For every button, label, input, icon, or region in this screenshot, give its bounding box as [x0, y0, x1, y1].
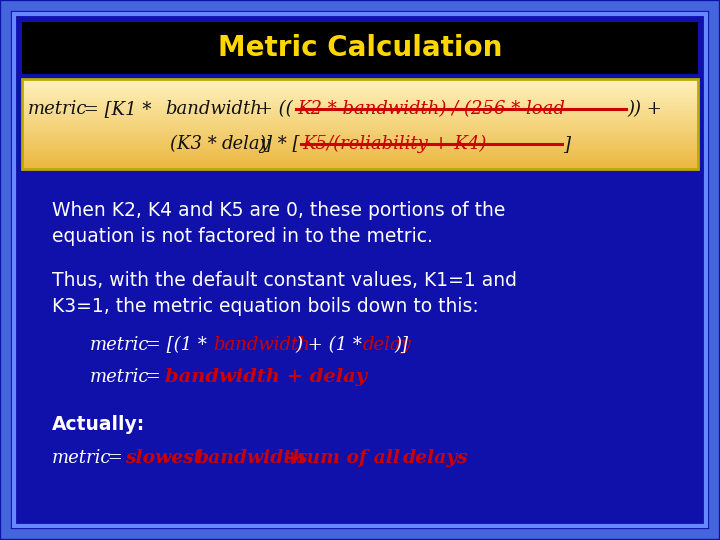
Text: delay: delay — [222, 135, 271, 153]
Bar — [22, 119, 698, 122]
Bar — [22, 122, 698, 124]
Bar — [22, 94, 698, 97]
Text: K3=1, the metric equation boils down to this:: K3=1, the metric equation boils down to … — [52, 296, 479, 315]
Bar — [22, 129, 698, 131]
Text: metric: metric — [90, 368, 150, 386]
Text: Thus, with the default constant values, K1=1 and: Thus, with the default constant values, … — [52, 271, 517, 289]
Text: Metric Calculation: Metric Calculation — [218, 34, 502, 62]
Text: slowest: slowest — [125, 449, 209, 467]
Text: metric: metric — [28, 100, 88, 118]
Bar — [22, 162, 698, 165]
Bar — [22, 88, 698, 90]
Bar — [22, 144, 698, 146]
Text: K5/(reliability + K4): K5/(reliability + K4) — [302, 134, 487, 153]
Text: (K3 *: (K3 * — [170, 135, 222, 153]
Text: bandwidth: bandwidth — [213, 336, 310, 354]
Bar — [22, 99, 698, 102]
Bar — [22, 158, 698, 160]
Bar — [22, 142, 698, 144]
Text: + ((: + (( — [252, 100, 292, 118]
Text: ) + (1 *: ) + (1 * — [295, 336, 368, 354]
Bar — [22, 102, 698, 104]
Bar — [22, 113, 698, 115]
Bar — [22, 156, 698, 158]
Bar — [22, 160, 698, 162]
Bar — [22, 111, 698, 113]
Bar — [22, 22, 698, 74]
Bar — [22, 92, 698, 94]
Bar — [22, 81, 698, 84]
Text: sum of all: sum of all — [296, 449, 407, 467]
Text: delay: delay — [363, 336, 412, 354]
Bar — [22, 146, 698, 148]
Bar — [22, 84, 698, 86]
Bar — [22, 151, 698, 153]
Bar — [22, 126, 698, 129]
Bar — [22, 104, 698, 106]
Bar — [22, 140, 698, 142]
Text: =: = — [140, 368, 166, 386]
Text: When K2, K4 and K5 are 0, these portions of the: When K2, K4 and K5 are 0, these portions… — [52, 200, 505, 219]
Text: bandwidth + delay: bandwidth + delay — [165, 368, 367, 386]
Bar — [22, 153, 698, 156]
Bar — [22, 148, 698, 151]
Text: K2 * bandwidth) / (256 * load: K2 * bandwidth) / (256 * load — [297, 100, 565, 118]
Text: =: = — [102, 449, 129, 467]
Text: )] * [: )] * [ — [258, 135, 300, 153]
Text: = [(1 *: = [(1 * — [140, 336, 212, 354]
Text: metric: metric — [52, 449, 112, 467]
Bar — [22, 135, 698, 138]
Text: bandwidth: bandwidth — [165, 100, 262, 118]
Bar — [22, 138, 698, 140]
Text: delays: delays — [403, 449, 469, 467]
Bar — [22, 79, 698, 81]
Text: )]: )] — [394, 336, 408, 354]
Bar — [22, 133, 698, 135]
Text: ]: ] — [563, 135, 570, 153]
Text: equation is not factored in to the metric.: equation is not factored in to the metri… — [52, 226, 433, 246]
Text: +: + — [278, 449, 307, 468]
Text: bandwidth: bandwidth — [196, 449, 307, 467]
Bar — [22, 86, 698, 88]
Bar — [22, 167, 698, 169]
Bar — [22, 117, 698, 119]
Bar — [22, 165, 698, 167]
Bar — [22, 106, 698, 108]
Bar — [22, 124, 698, 126]
Bar — [22, 131, 698, 133]
Text: Actually:: Actually: — [52, 415, 145, 435]
Text: = [K1 *: = [K1 * — [78, 100, 157, 118]
Bar — [22, 115, 698, 117]
Bar — [22, 90, 698, 92]
Bar — [22, 79, 698, 169]
Text: metric: metric — [90, 336, 150, 354]
Bar — [22, 108, 698, 111]
Text: )) +: )) + — [627, 100, 662, 118]
Bar — [22, 97, 698, 99]
